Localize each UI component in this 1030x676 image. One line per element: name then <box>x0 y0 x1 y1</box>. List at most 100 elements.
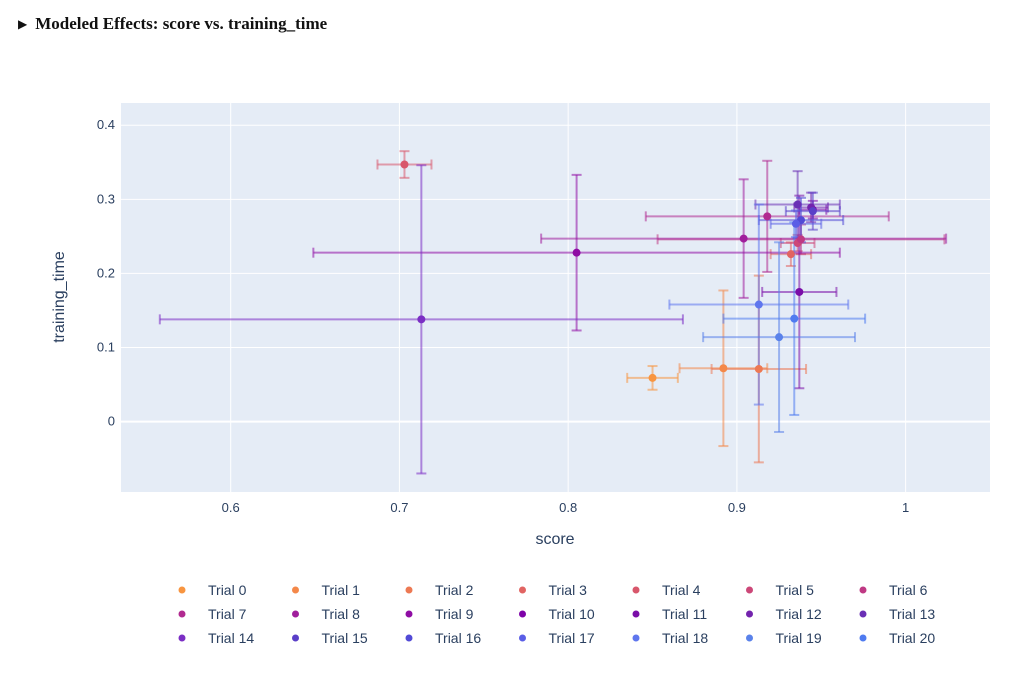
legend-label: Trial 6 <box>889 582 928 598</box>
legend-item-trial-13[interactable]: Trial 13 <box>859 606 936 622</box>
point-trial-1[interactable] <box>719 364 728 373</box>
x-axis: 0.6 0.7 0.8 0.9 1 <box>222 500 910 515</box>
x-tick-label: 0.8 <box>559 500 577 515</box>
legend-marker <box>519 610 526 618</box>
legend-item-trial-5[interactable]: Trial 5 <box>746 582 814 598</box>
legend-item-trial-4[interactable]: Trial 4 <box>632 582 701 598</box>
plot-area <box>121 103 990 492</box>
point-trial-2[interactable] <box>754 365 763 374</box>
legend-marker <box>519 634 526 642</box>
legend-item-trial-11[interactable]: Trial 11 <box>632 606 708 622</box>
legend-item-trial-1[interactable]: Trial 1 <box>292 582 360 598</box>
legend-item-trial-12[interactable]: Trial 12 <box>746 606 822 622</box>
point-trial-8[interactable] <box>739 234 748 243</box>
legend-label: Trial 1 <box>322 582 361 598</box>
legend-marker <box>292 634 299 642</box>
legend-marker <box>859 610 867 618</box>
point-trial-17[interactable] <box>791 219 800 228</box>
y-tick-label: 0 <box>108 414 115 429</box>
data-points <box>400 160 817 382</box>
y-tick-label: 0.3 <box>97 191 115 206</box>
legend-label: Trial 10 <box>549 606 595 622</box>
y-tick-label: 0.1 <box>97 340 115 355</box>
point-trial-20[interactable] <box>790 314 799 323</box>
legend-marker <box>178 586 186 594</box>
point-trial-4[interactable] <box>400 160 409 169</box>
point-trial-13[interactable] <box>793 200 802 209</box>
legend-label: Trial 13 <box>889 606 935 622</box>
legend-label: Trial 14 <box>208 630 254 646</box>
grid <box>121 103 990 492</box>
legend-item-trial-19[interactable]: Trial 19 <box>746 630 822 646</box>
legend-marker <box>632 610 640 618</box>
legend-marker <box>178 634 186 642</box>
legend-label: Trial 15 <box>322 630 368 646</box>
legend-label: Trial 16 <box>435 630 481 646</box>
legend-label: Trial 17 <box>549 630 595 646</box>
point-trial-19[interactable] <box>775 333 784 342</box>
legend[interactable]: Trial 0 Trial 1 Trial 2 Trial 3 Trial 4 Trial… <box>178 582 936 646</box>
legend-marker <box>632 586 640 594</box>
point-trial-18[interactable] <box>754 300 763 309</box>
legend-label: Trial 7 <box>208 606 247 622</box>
legend-label: Trial 11 <box>662 606 707 622</box>
legend-marker <box>405 634 413 642</box>
legend-marker <box>859 586 867 594</box>
y-tick-label: 0.2 <box>97 265 115 280</box>
legend-label: Trial 8 <box>322 606 361 622</box>
x-tick-label: 0.7 <box>390 500 408 515</box>
legend-item-trial-14[interactable]: Trial 14 <box>178 630 255 646</box>
legend-marker <box>632 634 640 642</box>
legend-item-trial-6[interactable]: Trial 6 <box>859 582 928 598</box>
legend-item-trial-18[interactable]: Trial 18 <box>632 630 709 646</box>
legend-marker <box>746 586 753 594</box>
legend-item-trial-2[interactable]: Trial 2 <box>405 582 474 598</box>
legend-label: Trial 3 <box>549 582 588 598</box>
legend-label: Trial 12 <box>776 606 822 622</box>
legend-item-trial-17[interactable]: Trial 17 <box>519 630 595 646</box>
legend-marker <box>746 634 753 642</box>
point-trial-15[interactable] <box>808 207 817 216</box>
legend-marker <box>405 586 413 594</box>
x-tick-label: 0.6 <box>222 500 240 515</box>
x-axis-title: score <box>535 531 574 548</box>
legend-label: Trial 2 <box>435 582 474 598</box>
legend-item-trial-7[interactable]: Trial 7 <box>178 606 247 622</box>
point-trial-7[interactable] <box>763 212 772 221</box>
legend-marker <box>292 586 299 594</box>
legend-item-trial-16[interactable]: Trial 16 <box>405 630 482 646</box>
legend-label: Trial 5 <box>776 582 815 598</box>
y-tick-label: 0.4 <box>97 117 115 132</box>
section-heading[interactable]: ▶ Modeled Effects: score vs. training_ti… <box>18 14 327 34</box>
legend-marker <box>292 610 299 618</box>
point-trial-11[interactable] <box>795 287 804 296</box>
x-tick-label: 0.9 <box>728 500 746 515</box>
legend-item-trial-8[interactable]: Trial 8 <box>292 606 360 622</box>
legend-marker <box>746 610 753 618</box>
legend-item-trial-10[interactable]: Trial 10 <box>519 606 595 622</box>
legend-label: Trial 18 <box>662 630 708 646</box>
legend-marker <box>519 586 526 594</box>
triangle-right-icon[interactable]: ▶ <box>18 16 28 31</box>
x-tick-label: 1 <box>902 500 909 515</box>
legend-marker <box>859 634 867 642</box>
point-trial-14[interactable] <box>417 315 426 324</box>
section-title: Modeled Effects: score vs. training_time <box>35 14 328 33</box>
legend-label: Trial 9 <box>435 606 474 622</box>
legend-item-trial-3[interactable]: Trial 3 <box>519 582 587 598</box>
point-trial-9[interactable] <box>572 248 581 257</box>
y-axis-title: training_time <box>51 251 68 343</box>
legend-item-trial-0[interactable]: Trial 0 <box>178 582 247 598</box>
legend-label: Trial 19 <box>776 630 822 646</box>
legend-item-trial-15[interactable]: Trial 15 <box>292 630 368 646</box>
point-trial-6[interactable] <box>797 235 806 244</box>
point-trial-0[interactable] <box>648 373 657 382</box>
point-trial-3[interactable] <box>786 250 795 259</box>
legend-item-trial-9[interactable]: Trial 9 <box>405 606 474 622</box>
legend-label: Trial 4 <box>662 582 701 598</box>
y-axis: 0 0.1 0.2 0.3 0.4 <box>97 117 115 428</box>
legend-item-trial-20[interactable]: Trial 20 <box>859 630 936 646</box>
legend-marker <box>405 610 413 618</box>
legend-marker <box>178 610 186 618</box>
